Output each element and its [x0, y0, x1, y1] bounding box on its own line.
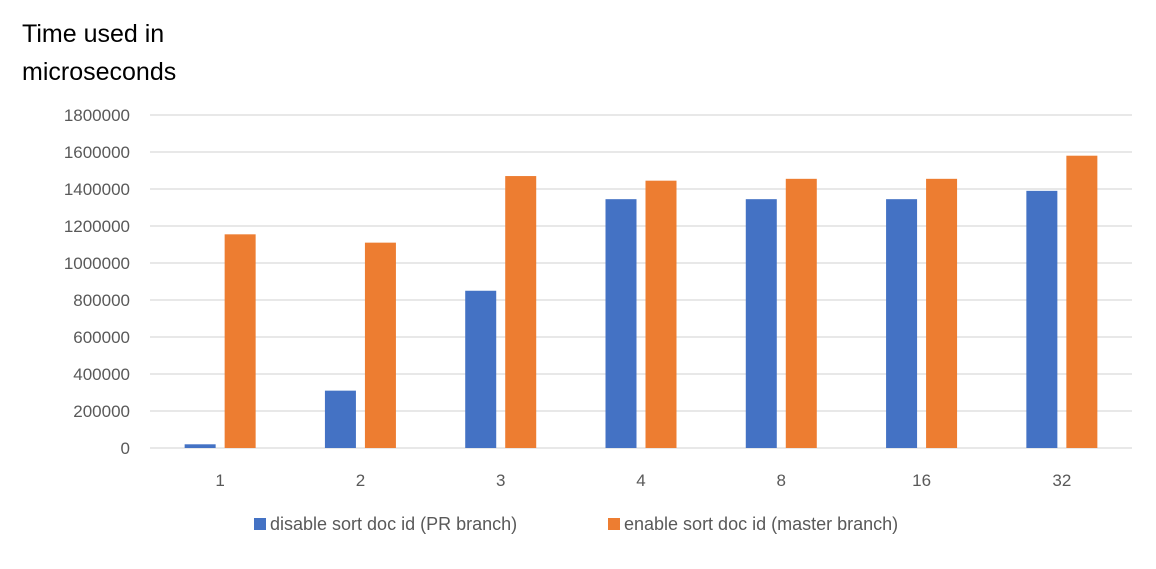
- y-tick-label: 1400000: [64, 180, 130, 199]
- bar-series-2-category-16: [926, 178, 958, 448]
- bar-series-1-category-1: [184, 444, 216, 448]
- bar-series-2-category-4: [645, 180, 677, 449]
- legend-label-series-2: enable sort doc id (master branch): [624, 514, 898, 534]
- bar-series-2-category-8: [785, 178, 817, 448]
- y-tick-label: 1200000: [64, 217, 130, 236]
- bar-series-1-category-8: [745, 199, 777, 448]
- y-axis-title-line-2: microseconds: [22, 58, 176, 86]
- legend-swatch-series-1: [254, 518, 266, 530]
- y-tick-label: 200000: [73, 402, 130, 421]
- y-axis-tick-labels: 0 200000 400000 600000 800000 1000000 1200000 1…: [64, 106, 130, 458]
- gridlines: [150, 114, 1132, 449]
- legend-label-series-1: disable sort doc id (PR branch): [270, 514, 517, 534]
- x-tick-label: 32: [1052, 471, 1071, 490]
- x-tick-label: 8: [777, 471, 786, 490]
- bar-series-1-category-3: [465, 290, 497, 448]
- bar-series-1-category-32: [1026, 190, 1058, 448]
- y-tick-label: 600000: [73, 328, 130, 347]
- y-tick-label: 0: [121, 439, 130, 458]
- y-axis-title: Time used in microseconds: [22, 20, 176, 86]
- y-tick-label: 1000000: [64, 254, 130, 273]
- y-tick-label: 1600000: [64, 143, 130, 162]
- bar-series-1-category-4: [605, 199, 637, 448]
- bar-series-2-category-1: [224, 234, 256, 448]
- bar-series-2-category-32: [1066, 155, 1098, 448]
- y-tick-label: 400000: [73, 365, 130, 384]
- bar-series-2-category-3: [505, 176, 537, 449]
- bar-series-2-category-2: [364, 242, 396, 448]
- y-tick-label: 1800000: [64, 106, 130, 125]
- bars: [184, 155, 1098, 449]
- y-tick-label: 800000: [73, 291, 130, 310]
- x-tick-label: 4: [636, 471, 645, 490]
- x-tick-label: 2: [356, 471, 365, 490]
- y-axis-title-line-1: Time used in: [22, 20, 164, 48]
- x-tick-label: 16: [912, 471, 931, 490]
- x-tick-label: 1: [215, 471, 224, 490]
- legend-swatch-series-2: [608, 518, 620, 530]
- x-axis-tick-labels: 1 2 3 4 8 16 32: [215, 471, 1071, 490]
- bar-series-1-category-2: [324, 390, 356, 448]
- x-tick-label: 3: [496, 471, 505, 490]
- legend: disable sort doc id (PR branch) enable so…: [254, 514, 898, 534]
- bar-series-1-category-16: [886, 199, 918, 448]
